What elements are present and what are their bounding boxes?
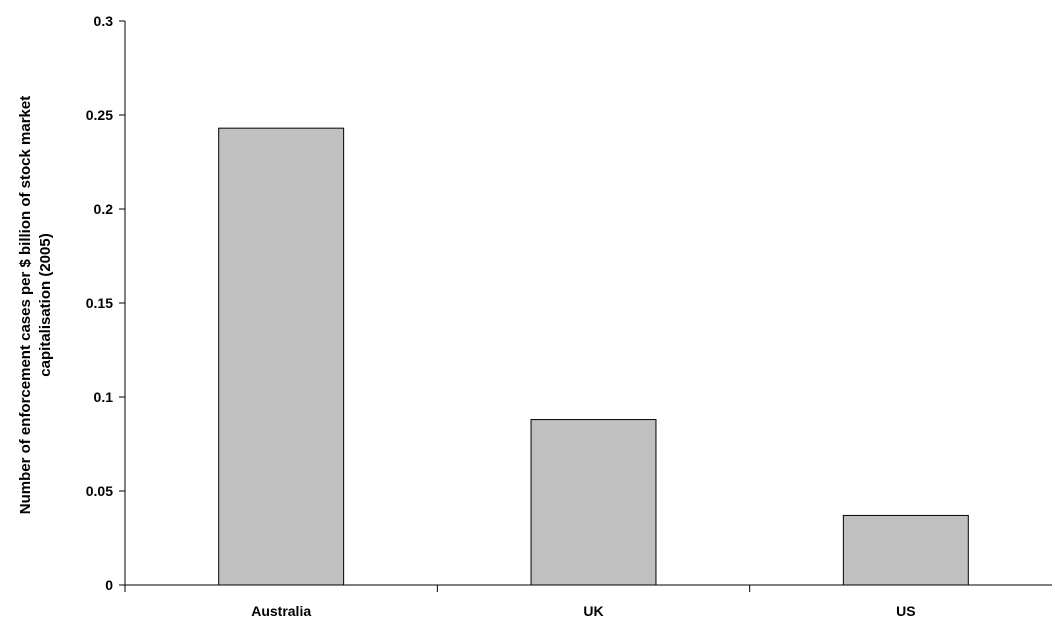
x-tick-label: Australia (251, 603, 311, 619)
bar-us (842, 514, 969, 586)
y-tick-label: 0.25 (86, 107, 113, 123)
axes-group: 0 0.05 0.1 0.15 0.2 0.25 0.3 Australia UK US (86, 13, 1052, 619)
y-tick-label: 0.1 (94, 389, 114, 405)
y-tick-label: 0.2 (94, 201, 114, 217)
x-tick-label: US (896, 603, 915, 619)
y-axis-title-line-1: Number of enforcement cases per $ billio… (17, 96, 34, 514)
y-axis-title: Number of enforcement cases per $ billio… (17, 96, 54, 514)
y-axis-title-line-2: capitalisation (2005) (37, 233, 54, 376)
y-tick-label: 0 (105, 577, 113, 593)
y-tick-label: 0.05 (86, 483, 113, 499)
bar-australia (218, 127, 345, 586)
y-tick-label: 0.15 (86, 295, 113, 311)
bars-group (218, 127, 969, 586)
x-tick-label: UK (583, 603, 603, 619)
y-tick-label: 0.3 (94, 13, 114, 29)
bar-uk (530, 419, 657, 586)
